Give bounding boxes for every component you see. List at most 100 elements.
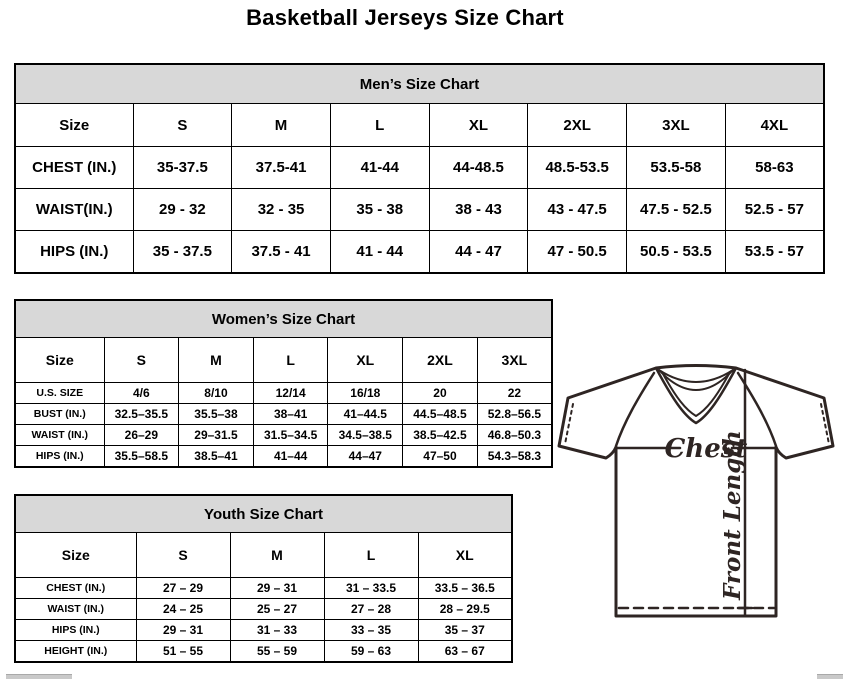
men-size-cell: 41-44	[329, 146, 430, 189]
men-header-row: Size S M L XL 2XL 3XL 4XL	[14, 103, 825, 147]
youth-chart-title: Youth Size Chart	[14, 494, 513, 533]
men-size-cell: 37.5 - 41	[231, 230, 331, 274]
youth-size-cell: 59 – 63	[323, 640, 419, 663]
women-size-cell: 8/10	[178, 382, 254, 404]
women-size-cell: 26–29	[103, 424, 180, 446]
women-size-cell: 44.5–48.5	[402, 403, 478, 425]
women-row-label: U.S. SIZE	[14, 382, 105, 404]
men-column-header: M	[231, 103, 331, 147]
youth-size-cell: 55 – 59	[229, 640, 325, 663]
men-size-cell: 43 - 47.5	[527, 188, 628, 231]
youth-row-label: WAIST (IN.)	[14, 598, 137, 620]
women-column-header: L	[252, 337, 329, 383]
youth-size-cell: 33 – 35	[323, 619, 419, 641]
women-size-cell: 38.5–42.5	[402, 424, 478, 446]
women-column-header: S	[103, 337, 180, 383]
youth-column-header: S	[135, 532, 231, 578]
youth-row-label: HIPS (IN.)	[14, 619, 137, 641]
youth-size-cell: 29 – 31	[229, 577, 325, 599]
women-size-cell: 38–41	[252, 403, 329, 425]
men-size-cell: 35 - 38	[329, 188, 430, 231]
youth-size-table: Youth Size Chart Size S M L XL CHEST (IN.) 27 –…	[14, 494, 513, 663]
women-size-cell: 29–31.5	[178, 424, 254, 446]
men-column-header: XL	[428, 103, 529, 147]
mens-size-table: Men’s Size Chart Size S M L XL 2XL 3XL 4XL CHEST …	[14, 63, 825, 274]
collar-rib-arc-2	[658, 369, 734, 391]
women-size-cell: 31.5–34.5	[252, 424, 329, 446]
front-length-measure-line	[736, 368, 754, 618]
scrollbar-fragment-left[interactable]	[6, 674, 72, 679]
youth-size-cell: 27 – 28	[323, 598, 419, 620]
women-size-cell: 20	[402, 382, 478, 404]
women-size-cell: 52.8–56.5	[476, 403, 553, 425]
men-size-cell: 52.5 - 57	[724, 188, 825, 231]
men-size-cell: 50.5 - 53.5	[626, 230, 726, 274]
women-column-header: 2XL	[402, 337, 478, 383]
men-column-header: 3XL	[626, 103, 726, 147]
women-header-row: Size S M L XL 2XL 3XL	[14, 337, 553, 383]
women-data-row: BUST (IN.) 32.5–35.5 35.5–38 38–41 41–44.5 44…	[14, 403, 553, 425]
women-column-header: M	[178, 337, 254, 383]
men-data-row: HIPS (IN.) 35 - 37.5 37.5 - 41 41 - 44 44 - …	[14, 230, 825, 274]
men-column-header: Size	[14, 103, 134, 147]
women-size-cell: 35.5–58.5	[103, 445, 180, 468]
women-size-cell: 44–47	[327, 445, 404, 468]
men-size-cell: 47 - 50.5	[527, 230, 628, 274]
collar-rib-arc-1	[658, 369, 734, 383]
youth-data-row: HIPS (IN.) 29 – 31 31 – 33 33 – 35 35 – 37	[14, 619, 513, 641]
youth-data-row: CHEST (IN.) 27 – 29 29 – 31 31 – 33.5 33.5 –…	[14, 577, 513, 599]
collar-outer-v	[654, 366, 738, 425]
men-size-cell: 38 - 43	[428, 188, 529, 231]
jersey-outline-shape	[557, 364, 835, 618]
right-armhole-seam	[736, 371, 778, 448]
women-size-cell: 47–50	[402, 445, 478, 468]
women-size-cell: 35.5–38	[178, 403, 254, 425]
youth-size-cell: 24 – 25	[135, 598, 231, 620]
women-row-label: HIPS (IN.)	[14, 445, 105, 468]
men-row-label: HIPS (IN.)	[14, 230, 134, 274]
women-size-cell: 16/18	[327, 382, 404, 404]
women-column-header: Size	[14, 337, 105, 383]
men-row-label: CHEST (IN.)	[14, 146, 134, 189]
women-data-row: HIPS (IN.) 35.5–58.5 38.5–41 41–44 44–47 47–5…	[14, 445, 553, 468]
men-size-cell: 48.5-53.5	[527, 146, 628, 189]
women-size-cell: 34.5–38.5	[327, 424, 404, 446]
women-size-cell: 22	[476, 382, 553, 404]
women-size-cell: 46.8–50.3	[476, 424, 553, 446]
scrollbar-fragment-right[interactable]	[817, 674, 843, 679]
youth-column-header: L	[323, 532, 419, 578]
left-cuff-dashed-line	[564, 403, 574, 445]
youth-size-cell: 25 – 27	[229, 598, 325, 620]
youth-column-header: Size	[14, 532, 137, 578]
women-size-cell: 41–44.5	[327, 403, 404, 425]
youth-row-label: HEIGHT (IN.)	[14, 640, 137, 663]
youth-size-cell: 31 – 33	[229, 619, 325, 641]
youth-column-header: M	[229, 532, 325, 578]
men-size-cell: 53.5-58	[626, 146, 726, 189]
men-column-header: S	[132, 103, 233, 147]
page-title: Basketball Jerseys Size Chart	[246, 5, 564, 30]
women-row-label: BUST (IN.)	[14, 403, 105, 425]
front-length-label: Front Length	[719, 430, 746, 601]
youth-header-row: Size S M L XL	[14, 532, 513, 578]
chest-label: Chest	[665, 434, 748, 464]
women-size-cell: 32.5–35.5	[103, 403, 180, 425]
youth-size-cell: 33.5 – 36.5	[417, 577, 513, 599]
men-size-cell: 44 - 47	[428, 230, 529, 274]
men-size-cell: 58-63	[724, 146, 825, 189]
men-chart-title: Men’s Size Chart	[14, 63, 825, 104]
women-size-cell: 12/14	[252, 382, 329, 404]
men-size-cell: 35 - 37.5	[132, 230, 233, 274]
youth-size-cell: 51 – 55	[135, 640, 231, 663]
youth-size-cell: 35 – 37	[417, 619, 513, 641]
right-cuff-dashed-line	[820, 403, 830, 445]
youth-column-header: XL	[417, 532, 513, 578]
men-column-header: L	[329, 103, 430, 147]
jersey-measurement-diagram: Chest Front Length	[557, 364, 835, 618]
men-size-cell: 37.5-41	[231, 146, 331, 189]
womens-size-table: Women’s Size Chart Size S M L XL 2XL 3XL U.S. SI…	[14, 299, 553, 468]
left-armhole-seam	[614, 371, 656, 448]
women-column-header: 3XL	[476, 337, 553, 383]
youth-size-cell: 63 – 67	[417, 640, 513, 663]
